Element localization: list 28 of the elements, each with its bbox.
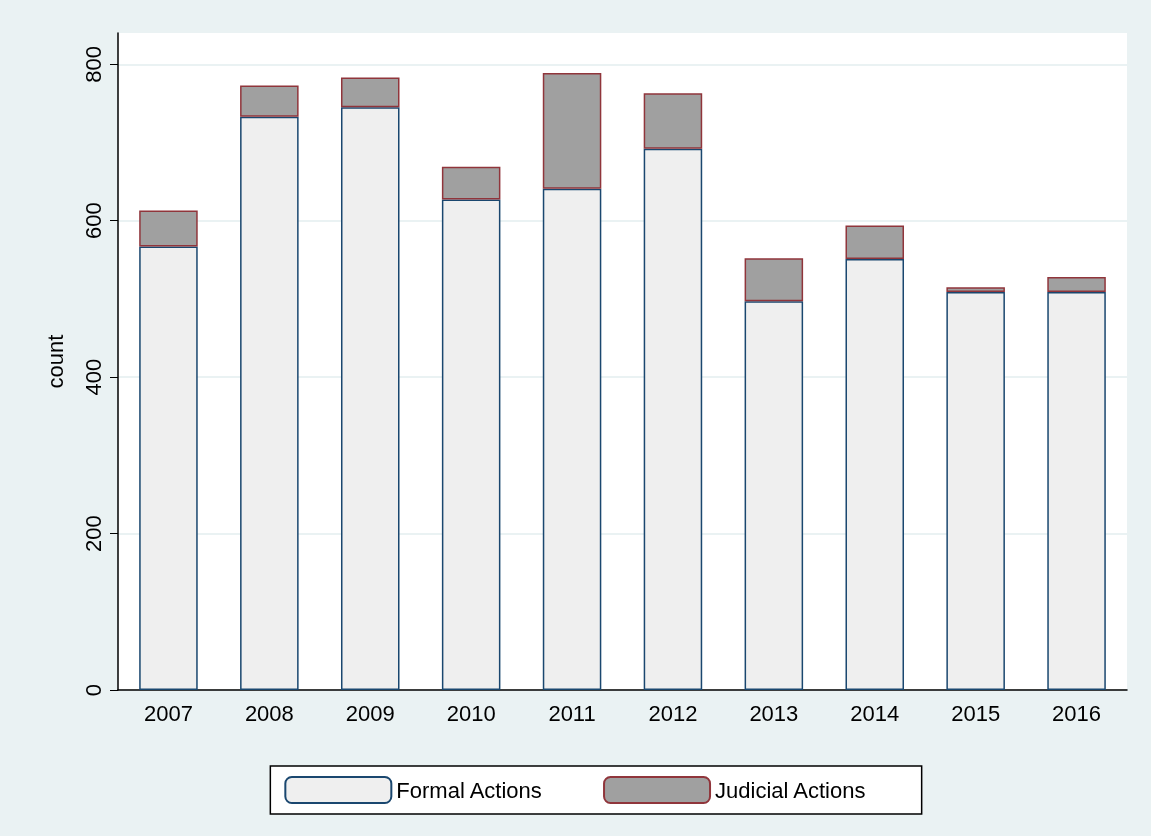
x-tick-label: 2014 [850,700,900,726]
bar [441,166,501,200]
legend-label: Judicial Actions [715,777,866,803]
bar [643,93,703,149]
bar [240,85,299,117]
x-tick-label: 2010 [446,700,496,726]
x-tick-label: 2008 [244,700,294,726]
bar [744,258,804,302]
bar [845,225,905,260]
bar [542,72,602,189]
bar [1047,277,1106,292]
legend-label: Formal Actions [396,777,542,803]
bar [946,287,1005,292]
x-tick-label: 2015 [951,700,1001,726]
x-tick-label: 2013 [749,700,799,726]
y-axis-title: count [42,334,68,389]
x-tick-label: 2011 [548,700,596,726]
x-tick-label: 2016 [1052,700,1102,726]
x-tick-label: 2012 [648,700,698,726]
x-tick-label: 2009 [345,700,395,726]
y-tick-label: 200 [80,515,106,552]
bar [139,210,198,247]
y-tick-label: 600 [80,202,106,240]
y-tick-label: 400 [80,358,106,396]
x-tick-label: 2007 [143,700,193,726]
y-tick-label: 800 [80,45,106,83]
bar [340,77,400,108]
y-tick-label: 0 [80,683,106,697]
